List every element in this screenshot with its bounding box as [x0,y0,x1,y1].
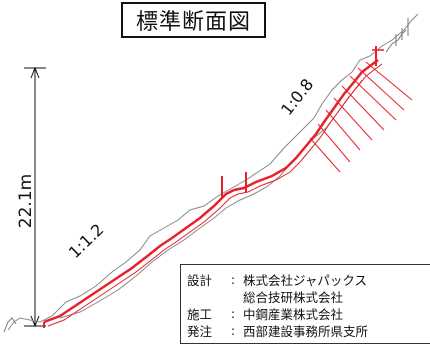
info-sep: : [230,272,236,287]
info-value: 西部建設事務所県支所 [243,324,369,339]
info-key: 設計 [187,273,213,288]
crest-detail [3,18,409,333]
info-row-design-cont: 設計 : 総合技研株式会社 [187,288,430,305]
retaining-structure [43,46,413,328]
ground-line-lower [59,79,363,319]
ground-line [7,13,419,331]
diagram-title: 標準断面図 [121,2,266,38]
info-sep: : [230,323,236,338]
height-dimension [24,66,46,328]
info-row-design: 設計 : 株式会社ジャパックス [187,271,430,288]
info-key: 施工 [187,307,213,322]
info-value: 中鋼産業株式会社 [243,307,344,322]
info-value: 株式会社ジャパックス [243,273,368,288]
info-sep: : [230,306,236,321]
project-info-box: 設計 : 株式会社ジャパックス 設計 : 総合技研株式会社 施工 : 中鋼産業株… [180,264,430,344]
height-dimension-label: 22.1m [16,173,36,229]
info-row-client: 発注 : 西部建設事務所県支所 [187,322,430,339]
info-key: 発注 [187,324,213,339]
info-value: 総合技研株式会社 [243,290,344,305]
info-row-construction: 施工 : 中鋼産業株式会社 [187,305,430,322]
